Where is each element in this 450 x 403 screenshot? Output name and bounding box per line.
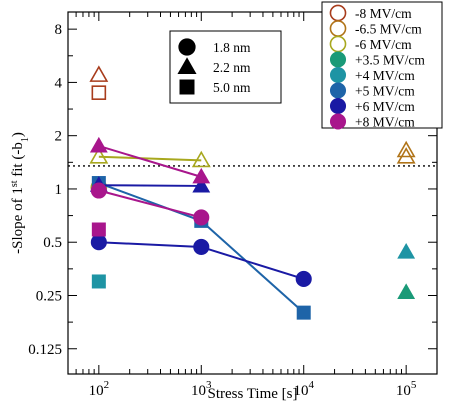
y-tick-label: 0.25 — [36, 288, 62, 304]
series-group — [91, 274, 106, 289]
series-group — [91, 222, 106, 237]
y-axis-title: -Slope of 1st fit (-b1) — [9, 132, 31, 254]
data-point — [91, 274, 106, 289]
data-point — [90, 234, 107, 251]
data-point — [90, 182, 107, 199]
legend-marker — [329, 97, 347, 115]
y-tick-label: 8 — [55, 22, 63, 38]
y-tick-label: 1 — [55, 182, 63, 198]
series-group — [89, 147, 211, 168]
series-group — [90, 234, 312, 287]
legend-marker — [329, 82, 347, 99]
series-group — [396, 140, 416, 164]
data-point — [396, 140, 416, 158]
data-point — [192, 167, 211, 184]
series-group — [89, 176, 211, 193]
legend-marker — [179, 79, 195, 95]
data-point — [192, 176, 211, 193]
series-group — [91, 85, 107, 100]
series-line — [98, 184, 202, 187]
legend-marker — [329, 113, 347, 130]
y-tick-label: 0.125 — [28, 342, 62, 358]
marker-legend: 1.8 nm 2.2 nm 5.0 nm — [169, 30, 282, 104]
data-point — [191, 150, 211, 168]
series-line — [98, 144, 202, 178]
data-point — [397, 283, 416, 300]
legend-marker — [329, 51, 347, 68]
legend-label: +4 MV/cm — [355, 68, 415, 83]
series-group — [89, 65, 109, 82]
legend-marker — [178, 38, 196, 56]
y-tick-label: 0.5 — [43, 235, 62, 251]
data-point — [91, 85, 107, 100]
x-tick-label: 104 — [293, 379, 314, 399]
legend-label: 5.0 nm — [213, 80, 251, 95]
series-line — [98, 155, 202, 162]
legend-label: -8 MV/cm — [355, 6, 412, 21]
y-tick-label: 2 — [55, 129, 63, 145]
x-axis-title: Stress Time [s] — [207, 386, 297, 402]
legend-label: +5 MV/cm — [355, 84, 415, 99]
legend-label: 1.8 nm — [213, 40, 251, 55]
data-point — [89, 136, 108, 153]
x-tick-label: 105 — [396, 379, 417, 399]
legend-label: +6 MV/cm — [355, 99, 415, 114]
legend-label: 2.2 nm — [213, 60, 251, 75]
x-tick-label: 102 — [89, 379, 110, 399]
data-point — [91, 222, 106, 237]
series-line — [98, 189, 202, 219]
series-group — [90, 182, 210, 226]
data-point — [295, 270, 312, 287]
data-point — [89, 147, 109, 164]
legend-label: +3.5 MV/cm — [355, 53, 425, 68]
legend-label: +8 MV/cm — [355, 115, 415, 130]
legend-marker — [177, 57, 197, 75]
legend-label: -6 MV/cm — [355, 37, 412, 52]
data-point — [193, 209, 210, 226]
y-tick-label: 4 — [55, 75, 63, 91]
series-group — [397, 283, 416, 300]
data-point — [193, 238, 210, 256]
data-point — [397, 242, 416, 259]
x-tick-label: 103 — [191, 379, 212, 399]
color-legend: -8 MV/cm-6.5 MV/cm-6 MV/cm+3.5 MV/cm+4 M… — [321, 1, 443, 130]
data-point — [296, 305, 311, 320]
series-group — [397, 242, 416, 259]
series-group — [89, 136, 211, 184]
data-point — [89, 65, 109, 82]
data-point — [396, 147, 416, 164]
plot-frame — [67, 11, 438, 375]
legend-label: -6.5 MV/cm — [355, 22, 422, 37]
legend-marker — [329, 66, 347, 84]
